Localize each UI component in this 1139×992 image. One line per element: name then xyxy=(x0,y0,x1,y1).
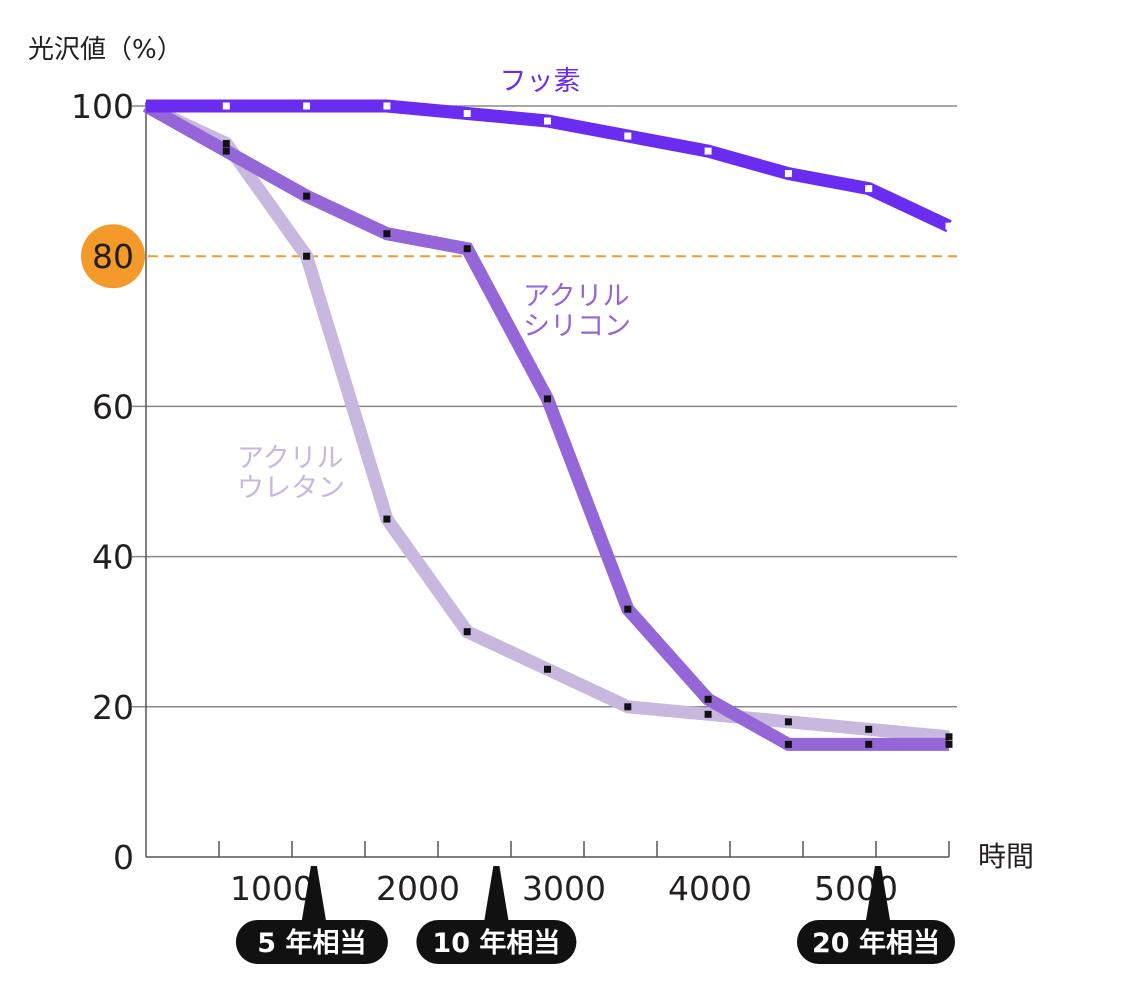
annotation-badge-2 xyxy=(797,920,955,964)
annotation-label-1: 10 年相当 xyxy=(432,927,560,959)
data-point-2-1 xyxy=(222,140,230,148)
data-point-2-6 xyxy=(624,703,632,711)
threshold-badge-circle xyxy=(81,224,145,289)
data-point-1-2 xyxy=(303,192,311,200)
annotation-badge-0 xyxy=(235,920,388,964)
y-tick-label-60: 60 xyxy=(92,387,134,426)
data-point-0-5 xyxy=(544,117,551,125)
data-point-2-8 xyxy=(784,718,792,726)
annotation-label-2: 20 年相当 xyxy=(812,927,940,959)
series-layer xyxy=(142,99,952,751)
data-point-0-9 xyxy=(865,185,873,193)
data-point-1-8 xyxy=(784,740,792,748)
data-point-2-9 xyxy=(865,725,873,733)
y-tick-label-0: 0 xyxy=(113,838,134,877)
y-tick-label-40: 40 xyxy=(92,538,134,577)
annotation-layer: 5 年相当 10 年相当 20 年相当 xyxy=(235,866,955,964)
marker-layer xyxy=(222,102,953,748)
annotation-pointer-0 xyxy=(301,866,326,920)
y-tick-label-80: 80 xyxy=(92,237,134,276)
x-axis-title: 時間 xyxy=(978,840,1034,873)
y-tick-label-100: 100 xyxy=(71,87,134,126)
data-point-1-9 xyxy=(865,740,873,748)
series-line-2 xyxy=(143,100,950,744)
annotation-pointer-1 xyxy=(484,866,509,920)
series-label-0-line-0: フッ素 xyxy=(500,66,581,97)
data-point-1-3 xyxy=(383,230,391,238)
data-point-2-7 xyxy=(704,710,712,718)
data-point-0-8 xyxy=(784,170,792,178)
data-point-0-10 xyxy=(945,222,953,230)
data-point-2-2 xyxy=(303,252,311,260)
data-point-1-4 xyxy=(463,245,471,253)
data-point-1-5 xyxy=(544,395,551,403)
series-label-2-line-1: ウレタン xyxy=(237,473,345,504)
data-point-2-5 xyxy=(544,665,551,673)
data-point-1-10 xyxy=(945,740,953,748)
data-point-0-1 xyxy=(222,102,230,110)
data-point-0-3 xyxy=(383,102,391,110)
y-axis-title: 光沢値（%） xyxy=(28,35,183,65)
data-point-2-10 xyxy=(945,733,953,741)
data-point-0-7 xyxy=(704,147,712,155)
x-tick-label-1000: 1000 xyxy=(230,869,314,908)
series-label-1-line-0: アクリル xyxy=(523,281,630,312)
x-tick-label-3000: 3000 xyxy=(522,869,606,908)
x-tick-label-2000: 2000 xyxy=(376,869,460,908)
data-point-1-1 xyxy=(222,147,230,155)
data-point-1-6 xyxy=(624,605,632,613)
series-label-1-line-1: シリコン xyxy=(523,311,631,342)
series-label-2-line-0: アクリル xyxy=(237,443,344,474)
data-point-1-7 xyxy=(704,695,712,703)
data-point-0-6 xyxy=(624,132,632,140)
x-tick-label-4000: 4000 xyxy=(668,869,752,908)
annotation-label-0: 5 年相当 xyxy=(257,927,366,959)
data-point-0-2 xyxy=(303,102,311,110)
data-point-0-4 xyxy=(463,110,471,118)
annotation-badge-1 xyxy=(416,920,577,964)
y-tick-label-20: 20 xyxy=(92,688,134,727)
data-point-2-4 xyxy=(463,628,471,636)
annotation-pointer-2 xyxy=(866,866,890,920)
data-point-2-3 xyxy=(383,515,391,523)
